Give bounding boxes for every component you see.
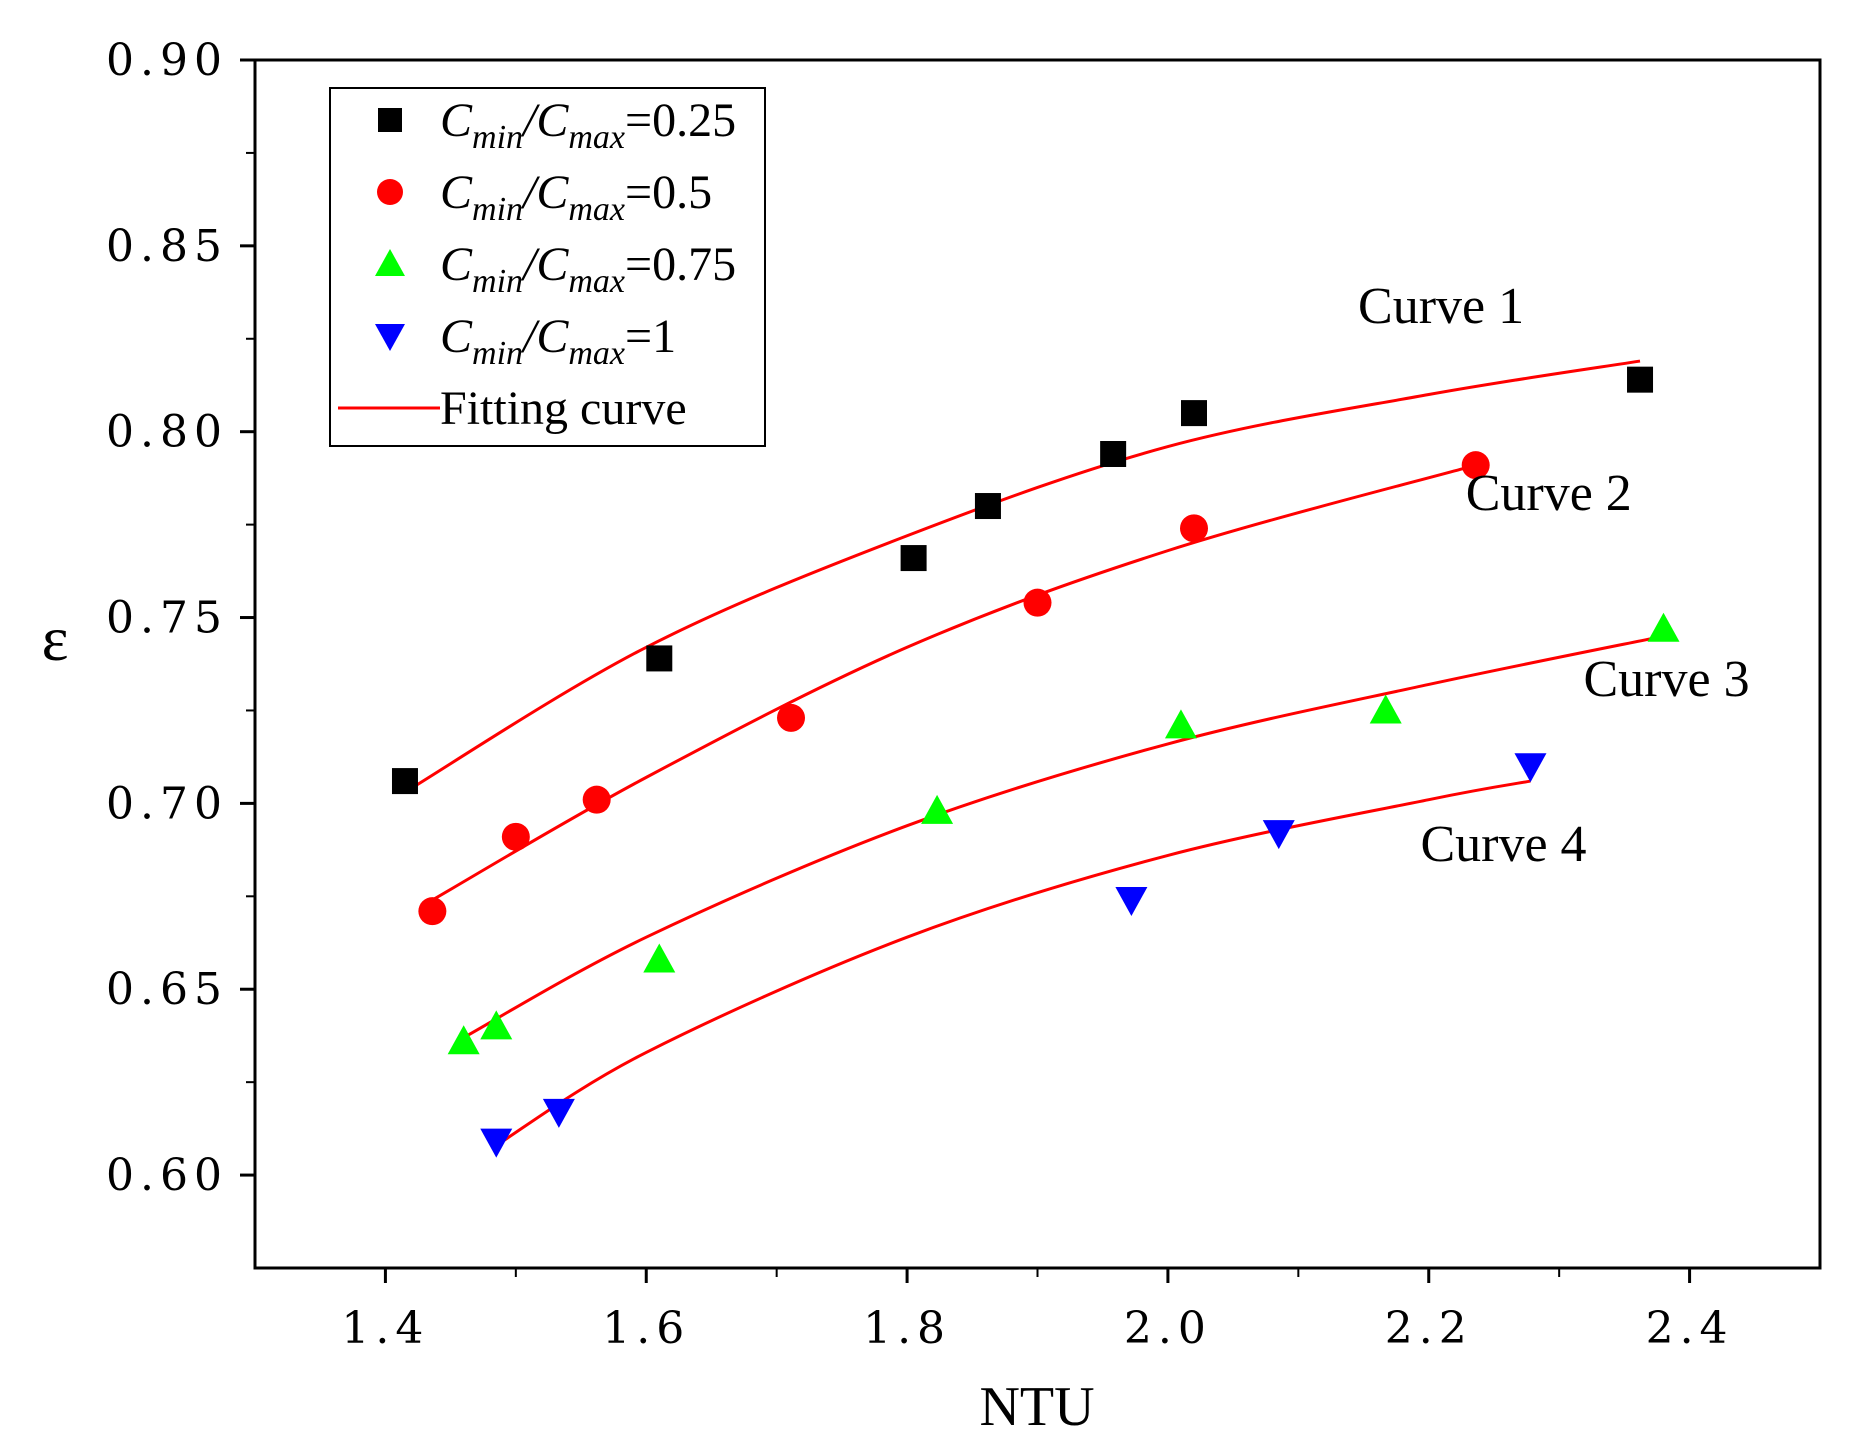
curve-label: Curve 4 (1420, 816, 1586, 873)
y-tick-label: 0.60 (106, 1150, 228, 1201)
fitting-curves (404, 359, 1664, 1147)
data-point (1023, 588, 1052, 617)
x-tick-label: 1.8 (863, 1303, 951, 1354)
data-point (1627, 366, 1654, 393)
x-axis: 1.4 1.6 1.8 2.0 2.2 2.4 (341, 1268, 1734, 1354)
curve-label: Curve 2 (1466, 465, 1632, 522)
x-tick-label: 1.4 (341, 1303, 429, 1354)
data-point (1369, 694, 1402, 724)
data-point (501, 822, 530, 851)
legend-label: Cmin/Cmax=0.5 (440, 166, 712, 228)
y-tick-label: 0.65 (106, 964, 228, 1015)
y-tick-label: 0.85 (106, 221, 228, 272)
data-point (921, 794, 954, 824)
curve-label: Curve 3 (1584, 651, 1750, 708)
data-point (480, 1128, 513, 1158)
data-point (582, 785, 611, 814)
data-point (900, 545, 927, 572)
data-point (646, 645, 673, 672)
y-tick-label: 0.75 (106, 593, 228, 644)
data-point (1647, 612, 1680, 642)
y-tick-label: 0.90 (106, 35, 228, 86)
x-tick-label: 2.2 (1385, 1303, 1473, 1354)
data-points (391, 366, 1680, 1158)
data-point (391, 768, 418, 795)
data-point (1115, 887, 1148, 917)
data-point (777, 703, 806, 732)
fitting-curve (404, 359, 1641, 794)
data-point (1262, 820, 1295, 850)
y-axis: 0.60 0.65 0.70 0.75 0.80 0.85 0.90 (106, 35, 255, 1201)
data-point (418, 897, 447, 926)
legend-box (329, 87, 766, 447)
data-point (643, 943, 676, 973)
legend-label: Fitting curve (440, 382, 687, 435)
data-point (480, 1010, 513, 1040)
legend-marker (378, 108, 402, 132)
data-point (1181, 400, 1207, 427)
legend-marker (375, 324, 405, 351)
legend-label: Cmin/Cmax=1 (440, 310, 676, 372)
x-tick-label: 2.4 (1646, 1303, 1734, 1354)
y-axis-title: ε (42, 603, 69, 674)
curve-labels: Curve 1 Curve 2 Curve 3 Curve 4 (1358, 278, 1750, 873)
x-tick-label: 2.0 (1124, 1303, 1212, 1354)
data-point (1164, 709, 1197, 739)
data-point (1100, 440, 1127, 467)
legend-label: Cmin/Cmax=0.75 (440, 238, 736, 300)
y-tick-label: 0.70 (106, 778, 228, 829)
data-point (1514, 753, 1547, 783)
legend-marker (375, 249, 405, 276)
data-point (447, 1025, 480, 1055)
y-tick-label: 0.80 (106, 407, 228, 458)
x-axis-title: NTU (979, 1376, 1094, 1438)
fitting-curve (495, 779, 1531, 1147)
data-point (542, 1098, 575, 1128)
legend: Cmin/Cmax=0.25 Cmin/Cmax=0.5 Cmin/Cmax=0.7… (329, 87, 766, 447)
x-tick-label: 1.6 (602, 1303, 690, 1354)
fitting-curve (431, 463, 1477, 902)
fitting-curve (462, 634, 1664, 1039)
axes: 1.4 1.6 1.8 2.0 2.2 2.4 0.600.650.700.750.800… (42, 35, 1822, 1438)
legend-marker (377, 179, 403, 205)
legend-label: Cmin/Cmax=0.25 (440, 94, 736, 156)
data-point (1461, 451, 1490, 480)
curve-label: Curve 1 (1358, 278, 1524, 335)
data-point (974, 493, 1001, 520)
data-point (1180, 514, 1208, 543)
